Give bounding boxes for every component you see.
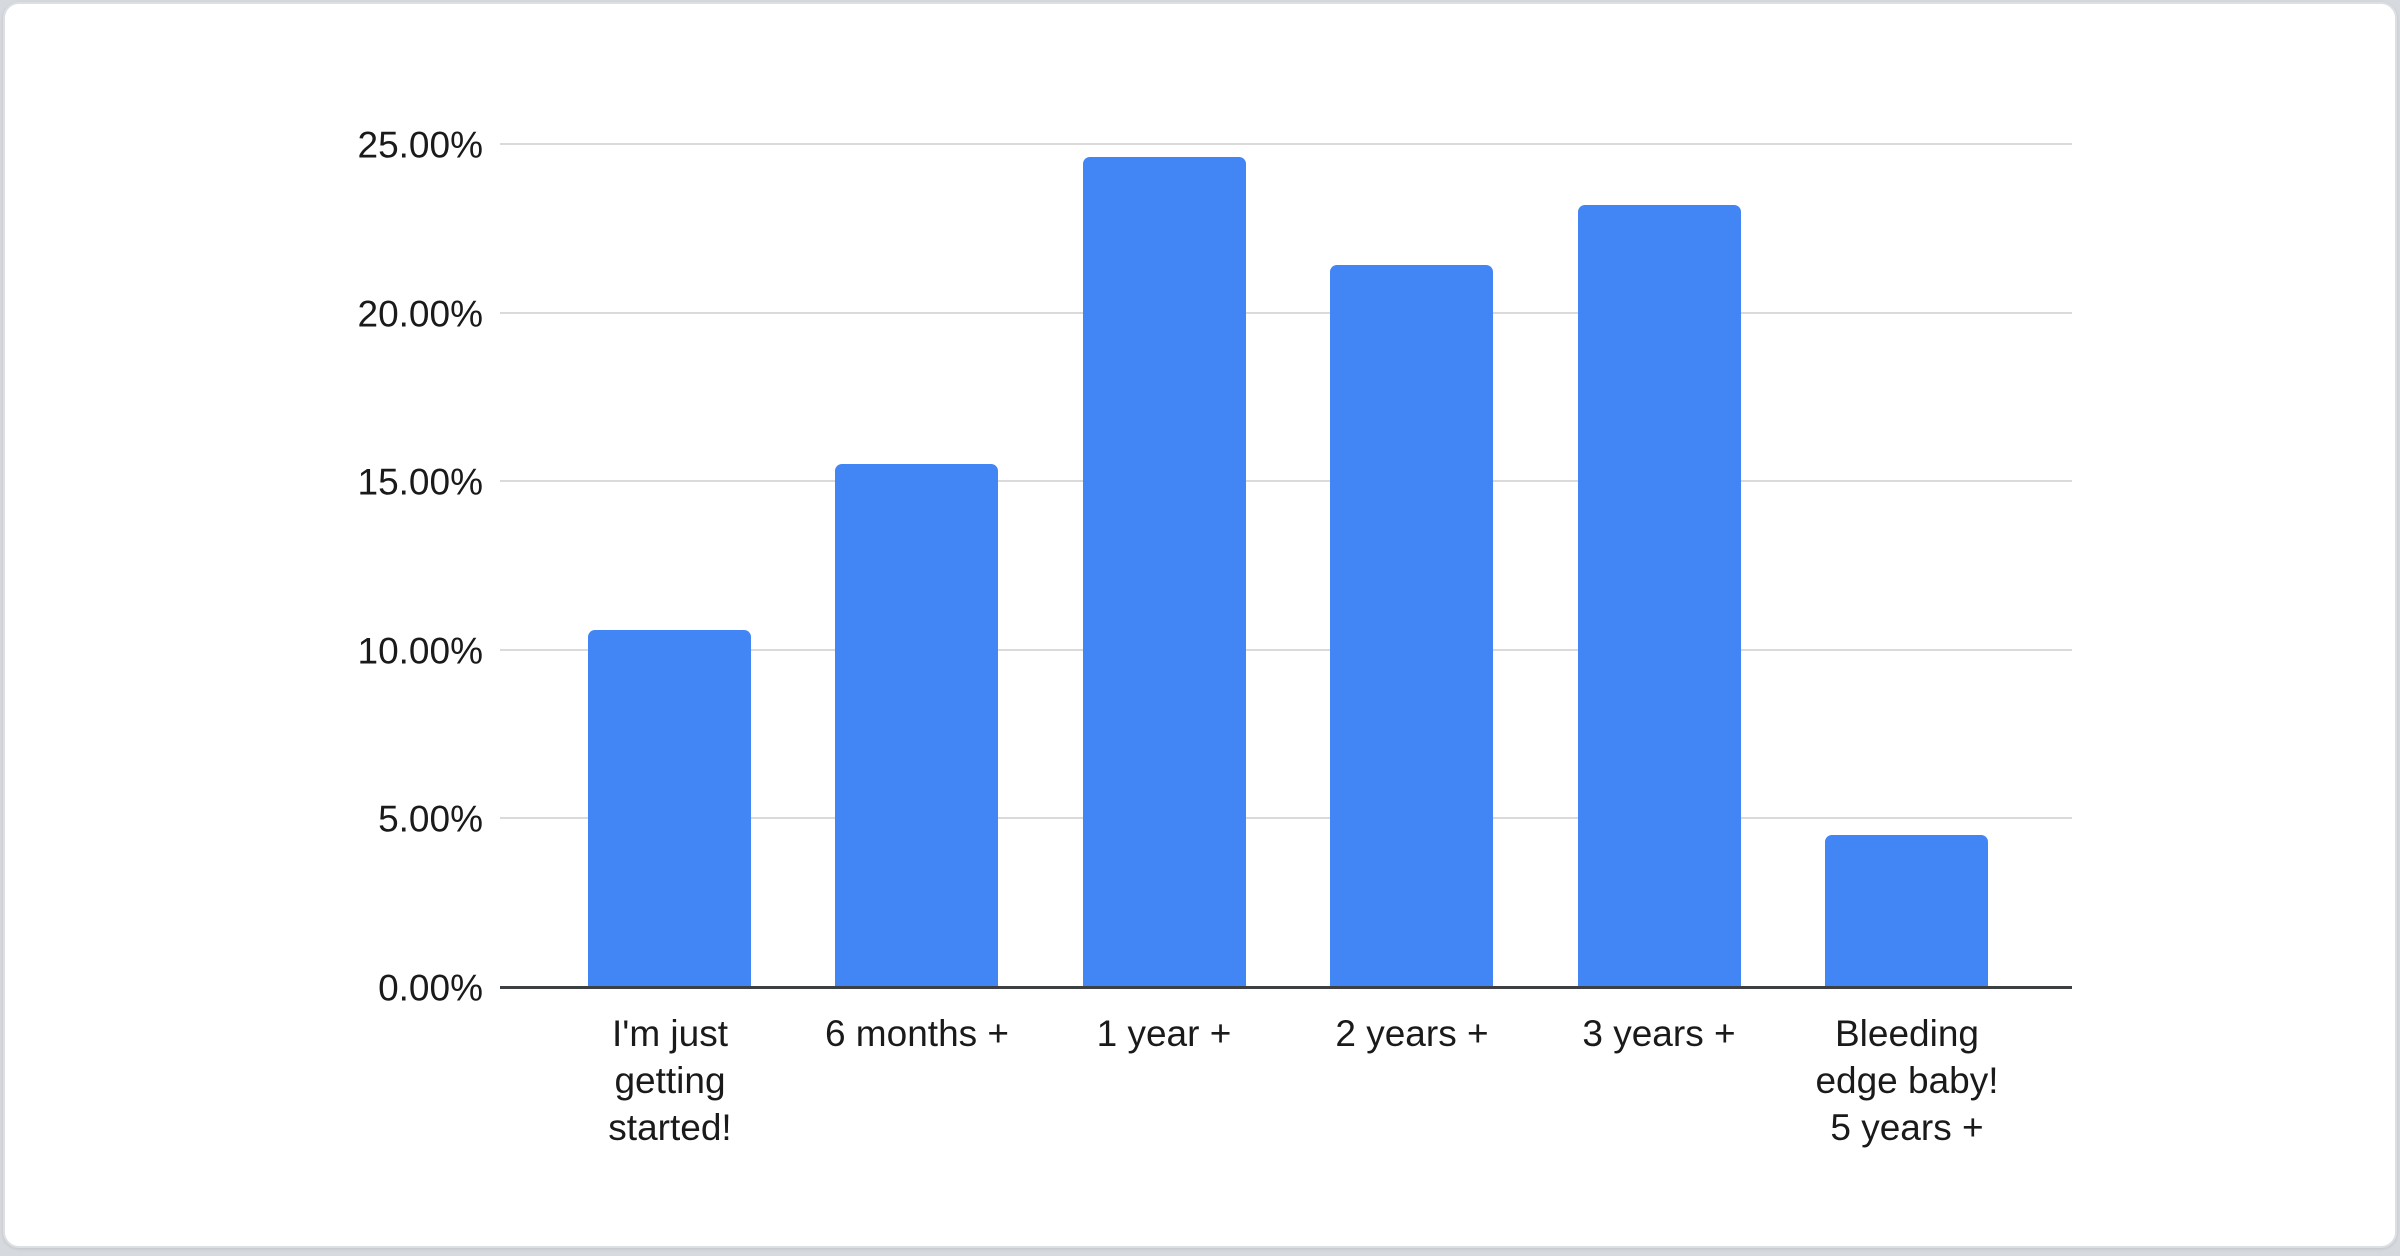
x-axis-label: Bleeding edge baby! 5 years + <box>1815 1013 1999 1148</box>
gridline <box>500 648 2072 651</box>
x-axis-label: 2 years + <box>1335 1013 1489 1054</box>
y-axis-tick-label: 20.00% <box>357 293 484 335</box>
gridline <box>500 143 2072 145</box>
gridline <box>500 311 2072 314</box>
x-axis-label: 6 months + <box>824 1013 1010 1054</box>
x-axis-line <box>500 986 2072 989</box>
y-axis-tick-label: 10.00% <box>357 630 484 672</box>
x-axis-label: 1 year + <box>1096 1013 1232 1054</box>
y-axis-tick-label: 15.00% <box>357 461 484 503</box>
chart-card: 0.00% 5.00% 10.00% 15.00% 20.00% 25.00% I'm ju… <box>3 2 2397 1248</box>
x-axis-label: I'm just getting started! <box>608 1013 732 1148</box>
gridline <box>500 480 2072 483</box>
bar-chart: 0.00% 5.00% 10.00% 15.00% 20.00% 25.00% I'm ju… <box>5 4 2395 1246</box>
x-axis-label: 3 years + <box>1582 1013 1736 1054</box>
y-axis-tick-label: 25.00% <box>357 124 484 166</box>
gridline <box>500 817 2072 820</box>
bar[interactable] <box>1330 265 1493 987</box>
bar[interactable] <box>1825 835 1988 987</box>
y-axis-tick-label: 0.00% <box>378 967 483 1009</box>
bar[interactable] <box>835 464 998 987</box>
bar[interactable] <box>1578 205 1741 987</box>
y-axis-tick-label: 5.00% <box>378 798 483 840</box>
bar[interactable] <box>1083 157 1246 987</box>
bar[interactable] <box>588 630 751 987</box>
